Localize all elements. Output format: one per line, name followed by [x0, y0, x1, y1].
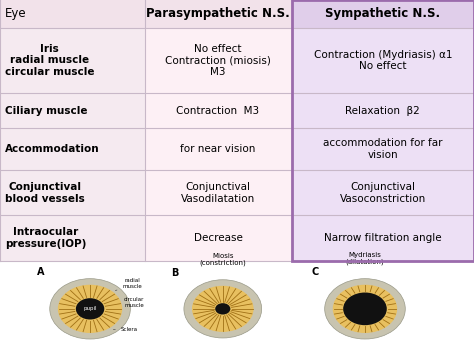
Text: Conjunctival
blood vessels: Conjunctival blood vessels	[5, 182, 84, 203]
FancyBboxPatch shape	[292, 129, 474, 170]
Circle shape	[333, 285, 397, 333]
FancyBboxPatch shape	[0, 129, 145, 170]
FancyBboxPatch shape	[145, 93, 292, 129]
Text: pupil: pupil	[83, 306, 97, 311]
Circle shape	[192, 286, 254, 332]
Text: Sclera: Sclera	[113, 327, 138, 332]
FancyBboxPatch shape	[0, 28, 145, 93]
Text: Contraction (Mydriasis) α1
No effect: Contraction (Mydriasis) α1 No effect	[313, 49, 452, 71]
Text: Conjunctival
Vasoconstriction: Conjunctival Vasoconstriction	[340, 182, 426, 203]
Text: Sympathetic N.S.: Sympathetic N.S.	[325, 7, 440, 20]
Circle shape	[50, 279, 130, 339]
FancyBboxPatch shape	[292, 170, 474, 215]
Text: B: B	[171, 268, 178, 278]
Text: Iris
radial muscle
circular muscle: Iris radial muscle circular muscle	[5, 44, 94, 77]
Text: Ciliary muscle: Ciliary muscle	[5, 106, 87, 116]
Text: No effect
Contraction (miosis)
M3: No effect Contraction (miosis) M3	[165, 44, 271, 77]
Text: Intraocular
pressure(IOP): Intraocular pressure(IOP)	[5, 228, 86, 249]
Text: accommodation for far
vision: accommodation for far vision	[323, 138, 443, 160]
Circle shape	[58, 285, 122, 333]
Text: C: C	[311, 267, 319, 277]
FancyBboxPatch shape	[145, 0, 292, 28]
Text: Narrow filtration angle: Narrow filtration angle	[324, 233, 442, 243]
Text: Eye: Eye	[5, 7, 27, 20]
Text: Conjunctival
Vasodilatation: Conjunctival Vasodilatation	[181, 182, 255, 203]
Circle shape	[76, 298, 104, 320]
Text: radial
muscle: radial muscle	[115, 278, 142, 291]
Text: Contraction  M3: Contraction M3	[176, 106, 260, 116]
FancyBboxPatch shape	[0, 215, 145, 261]
Text: A: A	[36, 267, 44, 277]
FancyBboxPatch shape	[0, 0, 145, 28]
FancyBboxPatch shape	[292, 215, 474, 261]
FancyBboxPatch shape	[145, 170, 292, 215]
FancyBboxPatch shape	[145, 215, 292, 261]
Text: Miosis
(constriction): Miosis (constriction)	[200, 253, 246, 266]
Text: Relaxation  β2: Relaxation β2	[346, 106, 420, 116]
Circle shape	[215, 303, 230, 315]
FancyBboxPatch shape	[292, 28, 474, 93]
FancyBboxPatch shape	[0, 93, 145, 129]
Text: for near vision: for near vision	[180, 144, 256, 154]
Circle shape	[343, 293, 387, 325]
FancyBboxPatch shape	[0, 170, 145, 215]
Circle shape	[325, 279, 405, 339]
FancyBboxPatch shape	[145, 129, 292, 170]
Circle shape	[184, 280, 262, 338]
FancyBboxPatch shape	[292, 0, 474, 28]
Text: Mydriasis
(dilatation): Mydriasis (dilatation)	[346, 252, 384, 265]
Text: Decrease: Decrease	[193, 233, 243, 243]
FancyBboxPatch shape	[292, 93, 474, 129]
Text: Accommodation: Accommodation	[5, 144, 100, 154]
Text: Parasympathetic N.S.: Parasympathetic N.S.	[146, 7, 290, 20]
Text: circular
muscle: circular muscle	[115, 297, 145, 308]
FancyBboxPatch shape	[145, 28, 292, 93]
